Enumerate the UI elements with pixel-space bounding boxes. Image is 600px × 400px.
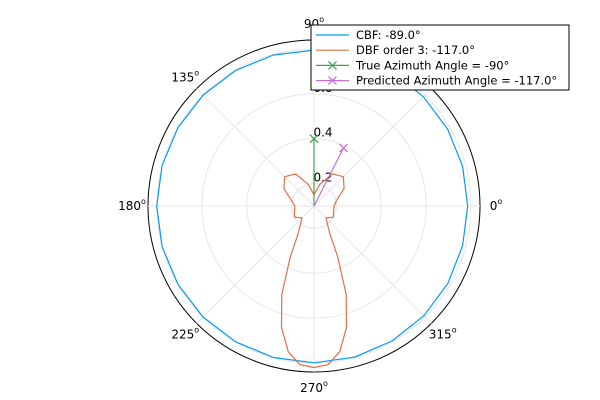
angular-tick-degree: o [452, 326, 457, 335]
angular-tick-degree: o [319, 15, 324, 24]
angular-tick-value: 225 [171, 328, 194, 342]
angular-tick-degree: o [194, 68, 199, 77]
angular-tick-degree: o [141, 197, 146, 206]
legend-entry-1: DBF order 3: -117.0° [356, 43, 475, 57]
angular-tick-value: 180 [118, 199, 141, 213]
angular-tick-value: 135 [171, 70, 194, 84]
radial-tick-label-1: 0.4 [313, 126, 332, 140]
legend-box [310, 24, 570, 91]
angular-tick-value: 0 [490, 199, 498, 213]
angular-spoke-1 [313, 88, 432, 207]
legend-entry-2: True Azimuth Angle = -90° [355, 58, 509, 72]
angular-tick-label-5: 225o [171, 326, 199, 342]
legend-entry-0: CBF: -89.0° [356, 28, 421, 42]
angular-spoke-3 [196, 88, 315, 207]
angular-tick-degree: o [497, 197, 502, 206]
angular-tick-label-0: 0o [490, 197, 503, 213]
angular-tick-degree: o [194, 326, 199, 335]
legend-marker-3 [328, 76, 337, 86]
angular-tick-value: 315 [429, 328, 452, 342]
angular-tick-value: 270 [300, 381, 323, 395]
angular-spoke-7 [313, 205, 432, 324]
legend-entry-3: Predicted Azimuth Angle = -117.0° [356, 74, 557, 88]
series-marker-3 [339, 143, 348, 153]
series-line-1 [280, 173, 348, 369]
angular-tick-label-7: 315o [429, 326, 457, 342]
radial-tick-label-0: 0.2 [313, 171, 332, 185]
series-marker-2 [309, 134, 319, 144]
angular-tick-label-3: 135o [171, 68, 199, 84]
angular-tick-label-4: 180o [118, 197, 146, 213]
angular-tick-degree: o [323, 379, 328, 388]
legend-marker-2 [328, 60, 337, 70]
legend: CBF: -89.0°DBF order 3: -117.0°True Azim… [310, 24, 570, 91]
series-stem-3 [313, 147, 345, 207]
angular-spoke-5 [196, 205, 315, 324]
angular-tick-label-6: 270o [300, 379, 328, 395]
polar-series [156, 49, 469, 369]
